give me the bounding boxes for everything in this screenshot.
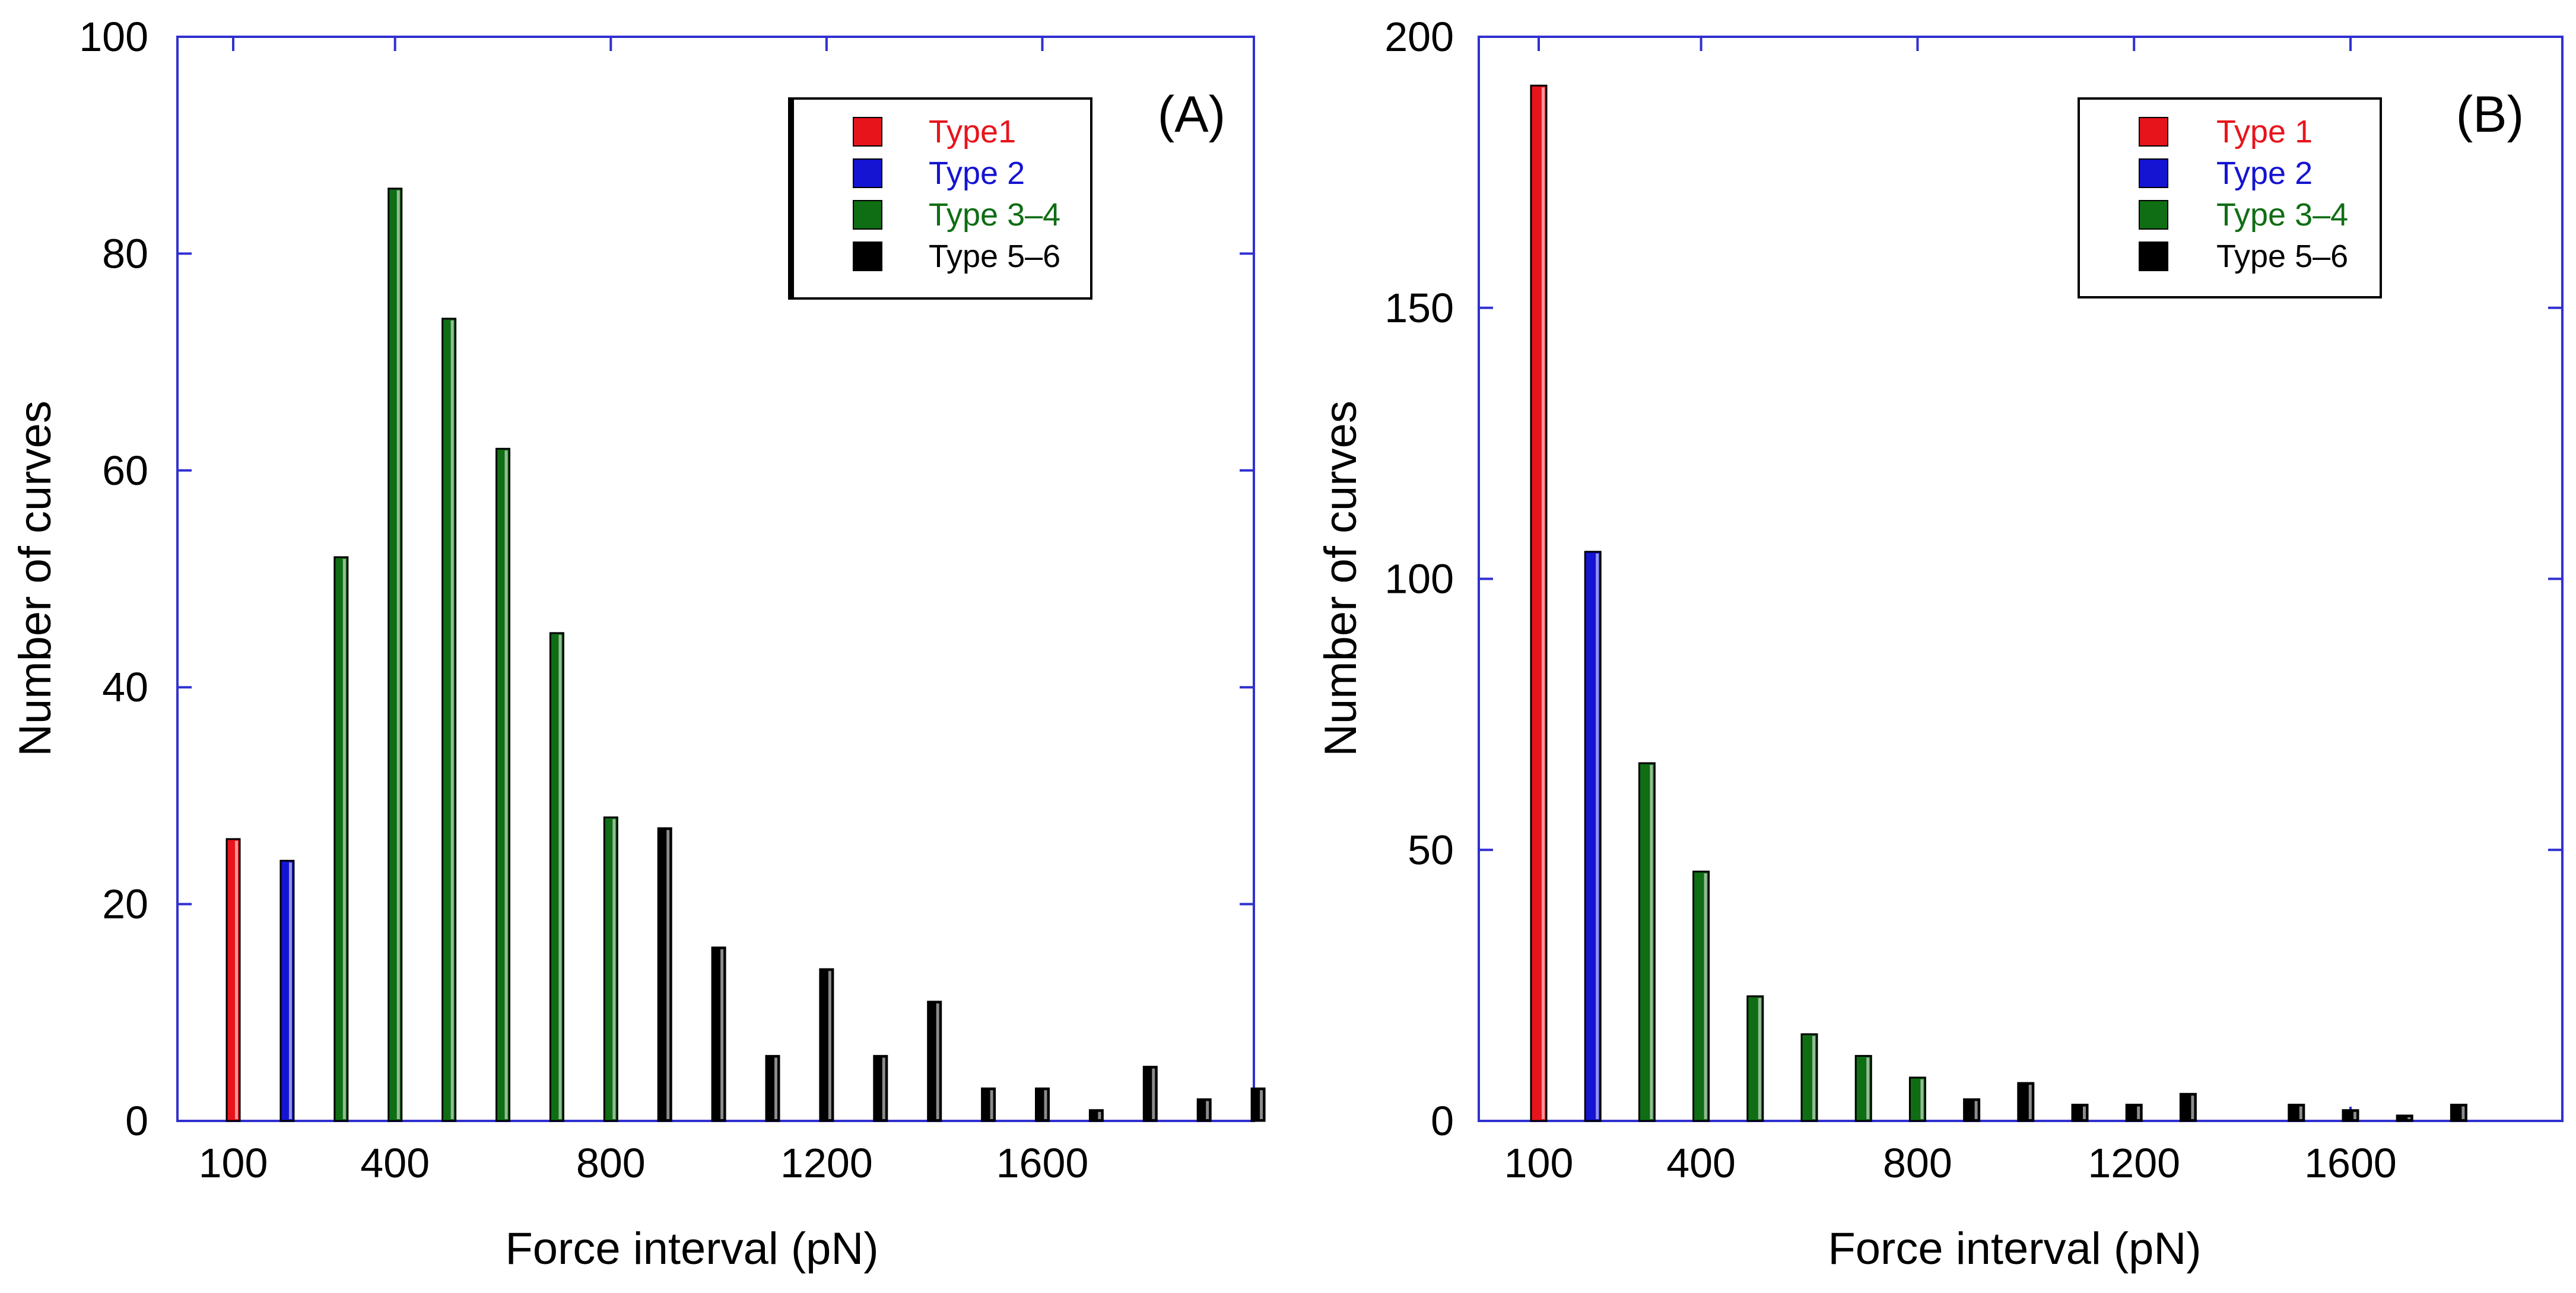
panel-a-bar-highlight [828, 971, 831, 1119]
panel-b-bar-highlight [1920, 1079, 1924, 1119]
panel-a-bar-highlight [1206, 1101, 1209, 1119]
panel-a-y-axis-label: Number of curves [10, 401, 61, 757]
panel-b-tick-labels: 0 50 100 150 200 100 400 800 1200 1600 [1384, 14, 2397, 1186]
panel-a-bar-highlight [612, 819, 616, 1119]
panel-b-bar-highlight [1974, 1101, 1978, 1119]
panel-a-bar-highlight [504, 450, 508, 1119]
panel-a-legend-label-type1: Type1 [929, 114, 1016, 150]
panel-b-y-axis-label: Number of curves [1316, 401, 1366, 757]
panel-a-bar-highlight [1098, 1111, 1101, 1119]
panel-b-bar-highlight [1812, 1035, 1815, 1119]
panel-b-legend-label-type2: Type 2 [2216, 155, 2313, 191]
panel-a-ytick-label: 40 [102, 664, 148, 710]
panel-a-legend-box [788, 97, 1092, 300]
panel-b-xtick-label: 1200 [2088, 1140, 2180, 1186]
panel-b-label: (B) [2456, 86, 2524, 143]
panel-b-ytick-label: 0 [1431, 1098, 1454, 1144]
panel-b-legend-label-type56: Type 5–6 [2216, 239, 2348, 274]
panel-b-bar-highlight [2461, 1106, 2465, 1119]
panel-b-ytick-label: 100 [1384, 556, 1454, 602]
panel-b-bar-highlight [2299, 1106, 2302, 1119]
panel-a-legend: Type1 Type 2 Type 3–4 Type 5–6 [788, 97, 1092, 300]
panel-b-bars [1530, 84, 2467, 1122]
panel-a-bar-highlight [396, 190, 400, 1119]
panel-b-legend-swatch-type34 [2139, 200, 2168, 230]
panel-a-tick-labels: 0 20 40 60 80 100 100 400 800 1200 1600 [79, 14, 1088, 1186]
panel-b-bar-type56-1700 [2396, 1114, 2413, 1122]
panel-a-bar-highlight [1044, 1090, 1047, 1119]
panel-a-legend-shadow [789, 99, 794, 298]
panel-b-legend: Type 1 Type 2 Type 3–4 Type 5–6 [2078, 97, 2382, 298]
panel-b-legend-label-type1: Type 1 [2216, 114, 2313, 150]
panel-b-ytick-label: 150 [1384, 285, 1454, 331]
panel-a-bar-highlight [666, 830, 670, 1119]
panel-b-bar-highlight [1542, 87, 1545, 1120]
panel-a-bar-highlight [990, 1090, 993, 1119]
panel-a-ytick-label: 0 [125, 1098, 148, 1144]
panel-a-legend-swatch-type2 [853, 158, 882, 188]
panel-b-bar-highlight [1650, 765, 1653, 1119]
panel-b-ytick-label: 50 [1408, 827, 1454, 873]
panel-a-bar-highlight [342, 558, 346, 1119]
panel-b-legend-label-type34: Type 3–4 [2216, 197, 2348, 233]
panel-b-bar-highlight [2137, 1106, 2140, 1119]
panel-a-legend-label-type34: Type 3–4 [929, 197, 1060, 233]
panel-b-ytick-label: 200 [1384, 14, 1454, 60]
panel-a-bar-highlight [558, 634, 562, 1119]
panel-a-xtick-label: 800 [576, 1140, 646, 1186]
panel-a-bar-highlight [936, 1003, 939, 1119]
panel-a-bar-highlight [235, 840, 238, 1119]
panel-a-xtick-label: 100 [199, 1140, 268, 1186]
panel-a-ytick-label: 60 [102, 447, 148, 494]
panel-a-legend-swatch-type56 [853, 242, 882, 271]
panel-b-legend-swatch-type56 [2139, 242, 2168, 271]
panel-b-bar-highlight [2028, 1085, 2032, 1119]
panel-b-bar-highlight [1866, 1057, 1870, 1119]
panel-a-xtick-label: 1200 [780, 1140, 873, 1186]
panel-b-bar-highlight [2353, 1111, 2356, 1119]
panel-a-xtick-label: 1600 [996, 1140, 1089, 1186]
panel-a-legend-swatch-type34 [853, 200, 882, 230]
panel-a-bar-highlight [450, 320, 454, 1119]
panel-b-x-axis-label: Force interval (pN) [1828, 1224, 2201, 1274]
panel-a-xtick-label: 400 [360, 1140, 430, 1186]
panel-b-xtick-label: 400 [1666, 1140, 1736, 1186]
panel-a-label: (A) [1158, 86, 1226, 143]
panel-a-ytick-label: 80 [102, 230, 148, 277]
panel-a-bar-highlight [774, 1057, 777, 1119]
panel-b-legend-swatch-type2 [2139, 158, 2168, 188]
panel-b-xtick-label: 100 [1504, 1140, 1574, 1186]
panel-a-bar-highlight [1260, 1090, 1263, 1119]
panel-a-legend-label-type2: Type 2 [929, 155, 1025, 191]
panel-a-ytick-label: 100 [79, 14, 148, 60]
panel-b-xtick-label: 800 [1883, 1140, 1952, 1186]
panel-a-ytick-label: 20 [102, 881, 148, 927]
panel-b-xtick-label: 1600 [2304, 1140, 2397, 1186]
panel-a-legend-swatch-type1 [853, 117, 882, 147]
panel-b-bar-highlight [2407, 1117, 2411, 1119]
panel-a-bar-highlight [288, 862, 292, 1119]
panel-a-legend-label-type56: Type 5–6 [929, 239, 1060, 274]
panel-a-bar-highlight [720, 949, 724, 1119]
panel-a-x-axis-label: Force interval (pN) [505, 1224, 878, 1274]
panel-a: 0 20 40 60 80 100 100 400 800 1200 1600 Force inte… [10, 14, 1266, 1274]
panel-b-legend-box [2078, 97, 2382, 298]
panel-b-bar-highlight [1704, 873, 1707, 1119]
panel-b-bar-highlight [1596, 553, 1599, 1119]
panel-a-bar-highlight [1152, 1068, 1155, 1119]
panel-a-bar-highlight [882, 1057, 885, 1119]
panel-b-bar-highlight [2191, 1095, 2194, 1119]
panel-a-bars [225, 188, 1266, 1122]
panel-b-bar-highlight [1758, 997, 1761, 1119]
panel-b-legend-swatch-type1 [2139, 117, 2168, 147]
panel-b-bar-highlight [2083, 1106, 2086, 1119]
panel-b: 0 50 100 150 200 100 400 800 1200 1600 Force inte… [1316, 14, 2564, 1274]
